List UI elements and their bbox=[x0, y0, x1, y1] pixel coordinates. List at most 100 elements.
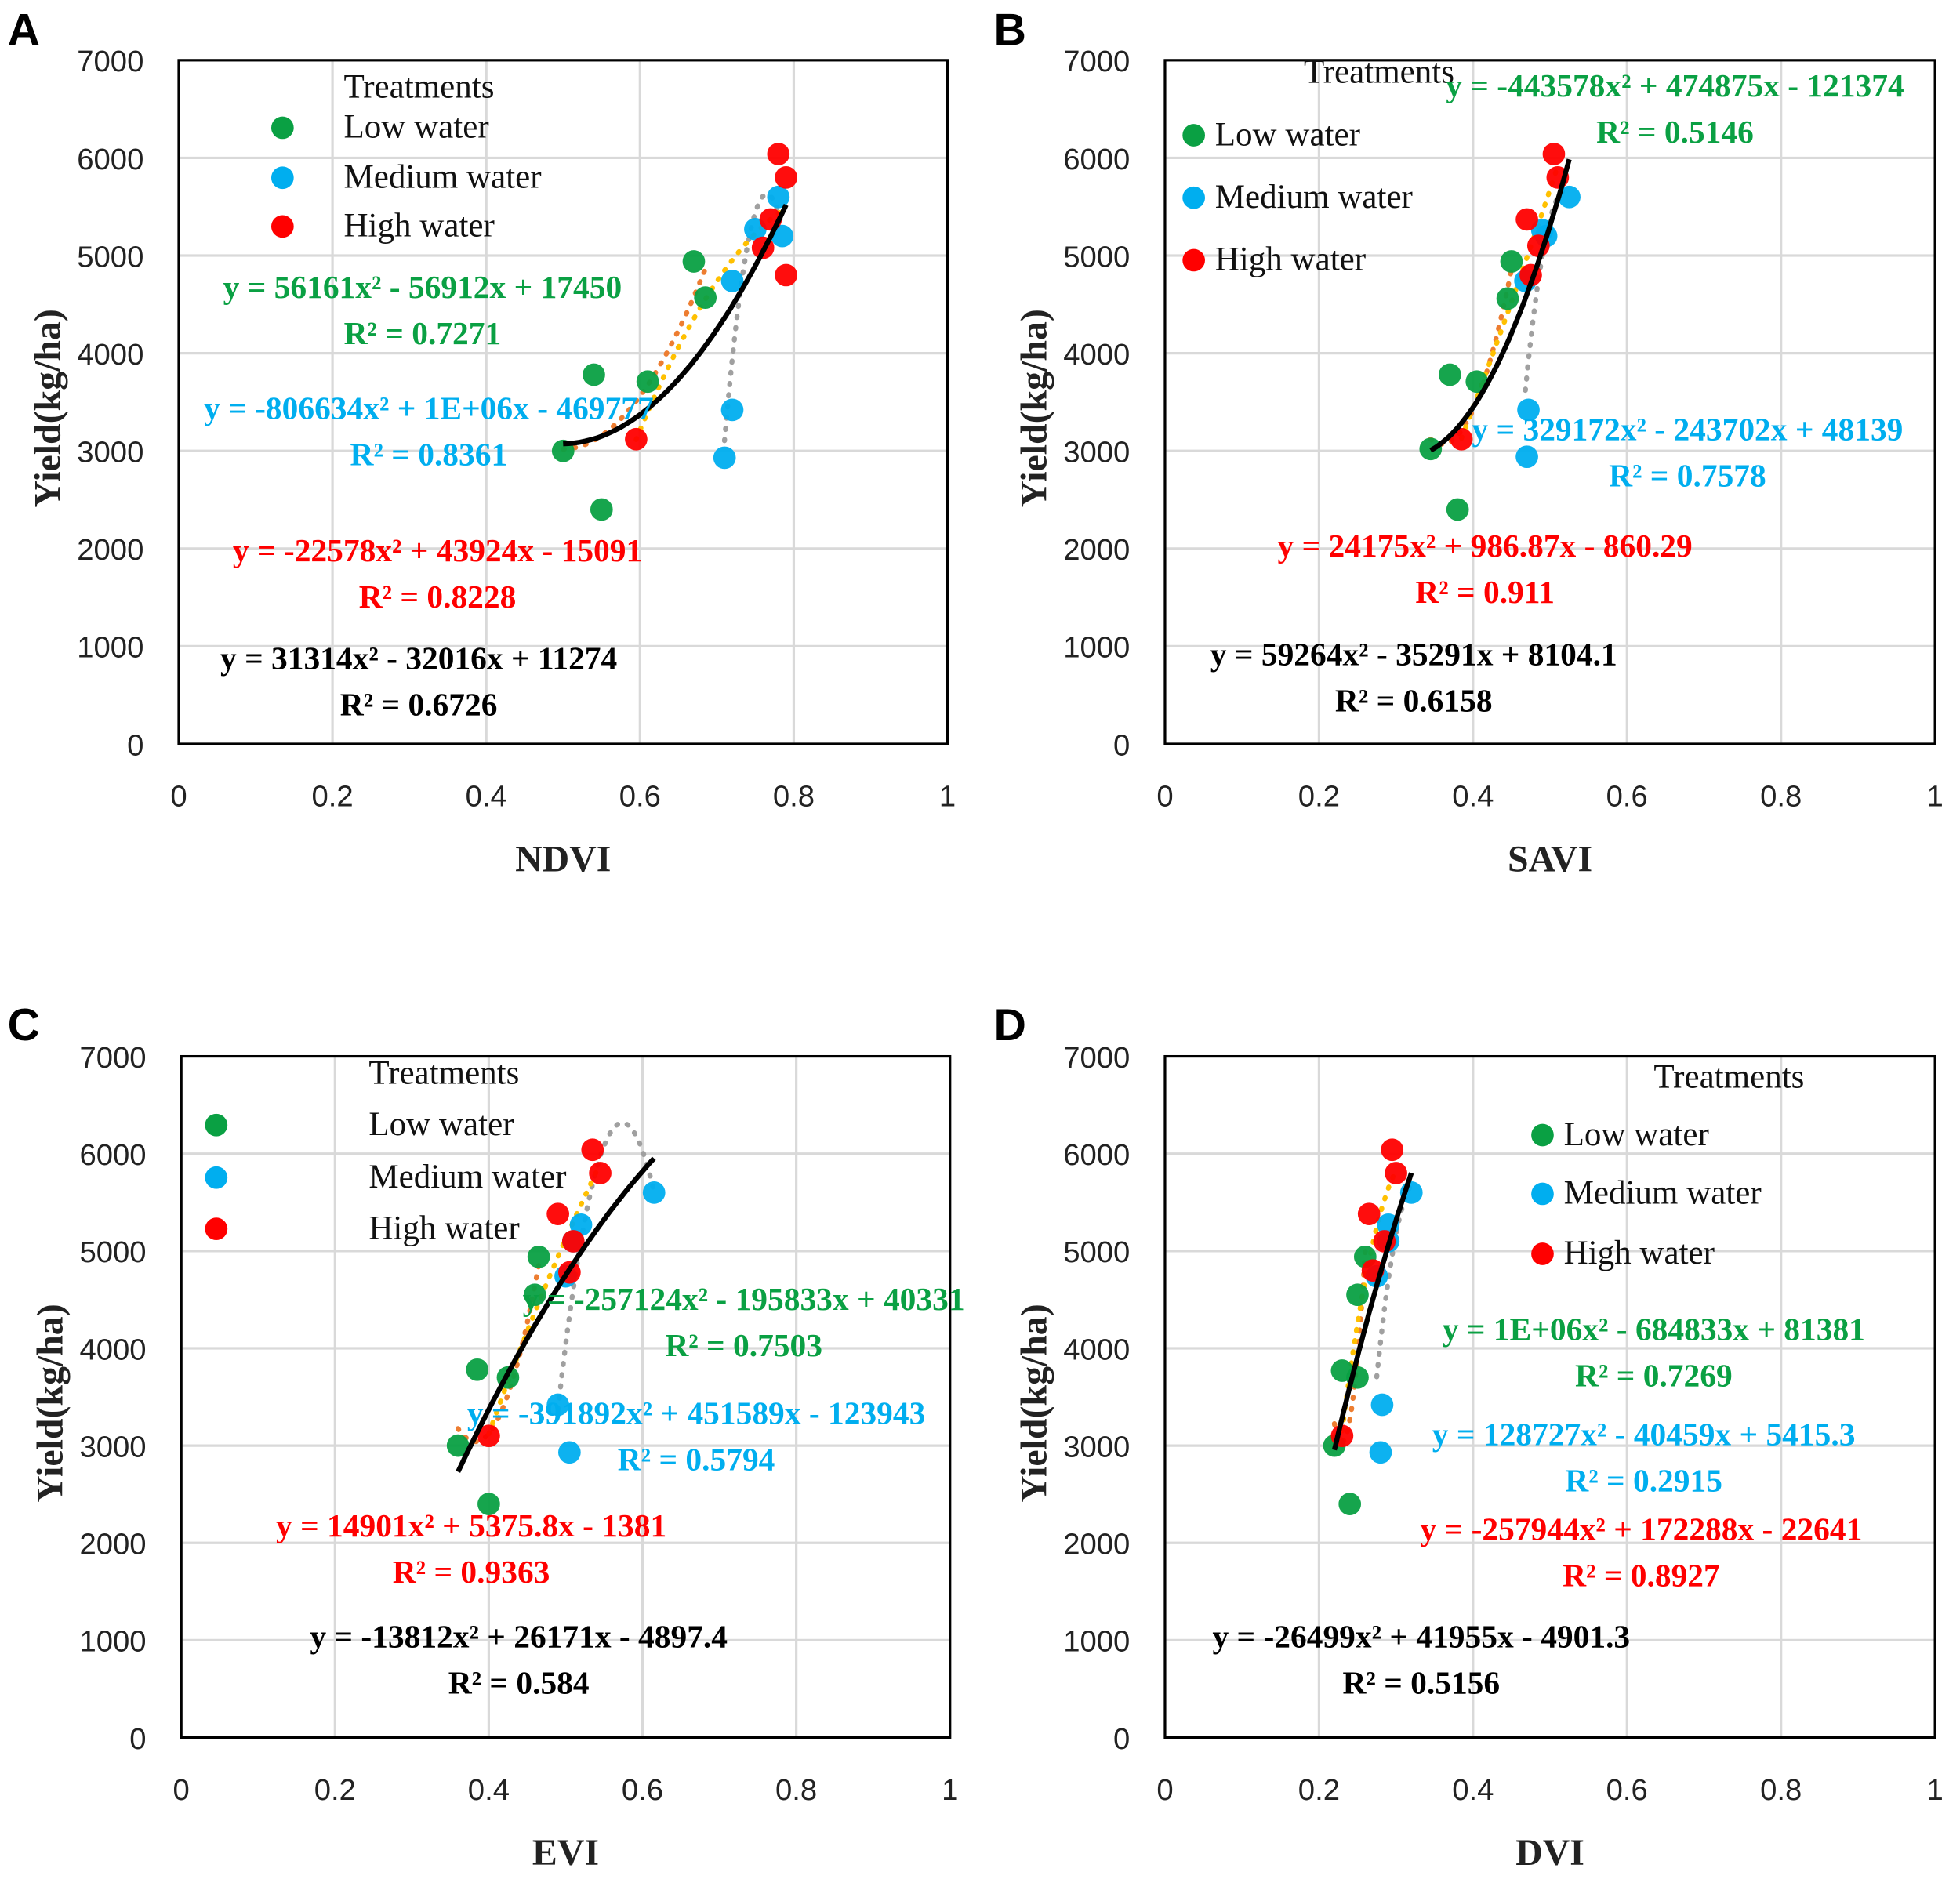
trend-equation: y = -391892x² + 451589x - 123943 bbox=[467, 1395, 926, 1431]
y-tick-label: 5000 bbox=[1063, 240, 1130, 274]
y-tick-label: 6000 bbox=[77, 143, 143, 176]
x-tick-label: 0.2 bbox=[1298, 780, 1340, 814]
y-axis-label: Yield(kg/ha) bbox=[1014, 1304, 1055, 1502]
legend-item: Medium water bbox=[1215, 179, 1413, 216]
x-tick-label: 1 bbox=[942, 1773, 958, 1807]
data-point-low-water bbox=[1496, 287, 1519, 310]
x-tick-label: 0.8 bbox=[773, 780, 815, 814]
x-tick-label: 0.4 bbox=[1452, 1773, 1494, 1807]
r-squared: R² = 0.7269 bbox=[1575, 1357, 1733, 1393]
y-axis-label: Yield(kg/ha) bbox=[1014, 309, 1055, 507]
y-tick-label: 2000 bbox=[79, 1528, 146, 1562]
x-tick-label: 0.2 bbox=[1298, 1773, 1340, 1807]
y-tick-label: 4000 bbox=[79, 1333, 146, 1366]
trendline-overall bbox=[1429, 158, 1572, 453]
panel-B: B 0 0.2 0.4 0.6 0.8 1 0 1000 2000 3000 4000 5000 6000… bbox=[994, 5, 1944, 880]
x-tick-label: 0.8 bbox=[1760, 780, 1802, 814]
panel-letter: D bbox=[994, 1000, 1026, 1050]
y-tick-label: 6000 bbox=[1063, 1138, 1130, 1172]
x-tick-label: 0.2 bbox=[314, 1773, 356, 1807]
trend-equation: y = -443578x² + 474875x - 121374 bbox=[1446, 67, 1904, 103]
legend-item: Medium water bbox=[368, 1159, 566, 1195]
legend-item: Medium water bbox=[1564, 1175, 1762, 1212]
trend-equation: y = -257944x² + 172288x - 22641 bbox=[1421, 1511, 1863, 1547]
data-point-medium-water bbox=[771, 224, 794, 248]
y-tick-label: 0 bbox=[1113, 728, 1130, 762]
data-point-high-water bbox=[581, 1138, 604, 1162]
legend-marker bbox=[1182, 124, 1205, 147]
x-tick-label: 0 bbox=[1156, 1773, 1173, 1807]
data-point-high-water bbox=[1542, 143, 1566, 165]
y-axis-label: Yield(kg/ha) bbox=[27, 309, 69, 507]
x-tick-label: 0.6 bbox=[622, 1773, 663, 1807]
y-tick-label: 4000 bbox=[1063, 338, 1130, 372]
y-tick-label: 3000 bbox=[77, 436, 143, 470]
r-squared: R² = 0.9363 bbox=[393, 1554, 550, 1590]
trendline-overall bbox=[563, 203, 789, 447]
data-point-high-water bbox=[1450, 427, 1473, 451]
trend-equation: y = 329172x² - 243702x + 48139 bbox=[1472, 412, 1903, 448]
data-point-high-water bbox=[1515, 208, 1538, 231]
y-tick-label: 1000 bbox=[79, 1625, 146, 1659]
y-tick-label: 4000 bbox=[77, 338, 143, 372]
trendline-low-water bbox=[455, 1262, 542, 1445]
data-point-low-water bbox=[466, 1358, 489, 1381]
legend-item: High water bbox=[1564, 1235, 1715, 1271]
plot-area bbox=[180, 1054, 952, 1739]
data-point-high-water bbox=[775, 166, 797, 189]
legend-title: Treatments bbox=[1653, 1058, 1804, 1095]
legend-marker bbox=[1531, 1123, 1554, 1147]
data-point-high-water bbox=[546, 1202, 570, 1226]
y-tick-label: 3000 bbox=[79, 1430, 146, 1464]
x-tick-label: 0.6 bbox=[1606, 1773, 1648, 1807]
trendline-low-water bbox=[561, 266, 708, 452]
legend-title: Treatments bbox=[368, 1055, 519, 1092]
trend-equation: y = -806634x² + 1E+06x - 469777 bbox=[204, 390, 654, 426]
panel-letter: A bbox=[8, 5, 40, 56]
legend-item: Low water bbox=[1215, 116, 1360, 153]
trend-equation: y = 31314x² - 32016x + 11274 bbox=[220, 640, 617, 676]
legend-marker bbox=[1531, 1182, 1554, 1206]
r-squared: R² = 0.5794 bbox=[618, 1441, 775, 1477]
plot-area bbox=[1163, 59, 1936, 745]
y-tick-label: 5000 bbox=[77, 240, 143, 274]
trendline-medium-water bbox=[555, 1120, 657, 1413]
trendline-overall bbox=[1331, 1172, 1414, 1451]
data-point-medium-water bbox=[642, 1181, 666, 1204]
data-point-high-water bbox=[767, 143, 790, 165]
x-tick-label: 1 bbox=[1926, 1773, 1943, 1807]
data-point-low-water bbox=[1346, 1283, 1369, 1307]
y-tick-label: 2000 bbox=[1063, 533, 1130, 567]
data-point-low-water bbox=[1439, 363, 1461, 386]
r-squared: R² = 0.5146 bbox=[1596, 114, 1754, 150]
trend-equation: y = 128727x² - 40459x + 5415.3 bbox=[1432, 1416, 1856, 1452]
r-squared: R² = 0.7271 bbox=[344, 315, 502, 351]
r-squared: R² = 0.6726 bbox=[340, 686, 498, 722]
y-axis-label: Yield(kg/ha) bbox=[30, 1304, 71, 1502]
data-point-medium-water bbox=[1515, 445, 1538, 469]
x-axis-label: NDVI bbox=[515, 839, 611, 880]
data-point-high-water bbox=[477, 1424, 500, 1448]
data-point-low-water bbox=[1446, 498, 1469, 521]
r-squared: R² = 0.8927 bbox=[1563, 1558, 1720, 1594]
panel-letter: C bbox=[8, 1000, 40, 1050]
data-point-low-water bbox=[1500, 250, 1523, 273]
data-point-medium-water bbox=[720, 270, 744, 292]
trend-equation: y = 1E+06x² - 684833x + 81381 bbox=[1443, 1311, 1865, 1348]
data-point-medium-water bbox=[1558, 185, 1581, 209]
y-tick-label: 6000 bbox=[1063, 143, 1130, 176]
legend-item: High water bbox=[368, 1210, 519, 1246]
x-axis-label: DVI bbox=[1515, 1832, 1584, 1874]
y-tick-label: 1000 bbox=[77, 631, 143, 665]
x-tick-label: 0.4 bbox=[466, 780, 507, 814]
x-tick-label: 1 bbox=[939, 780, 956, 814]
legend-item: Low water bbox=[1564, 1116, 1709, 1153]
data-point-medium-water bbox=[767, 185, 790, 209]
legend-title: Treatments bbox=[1304, 54, 1454, 91]
data-point-low-water bbox=[636, 370, 659, 394]
r-squared: R² = 0.8361 bbox=[350, 436, 508, 472]
plot-area bbox=[177, 59, 949, 745]
